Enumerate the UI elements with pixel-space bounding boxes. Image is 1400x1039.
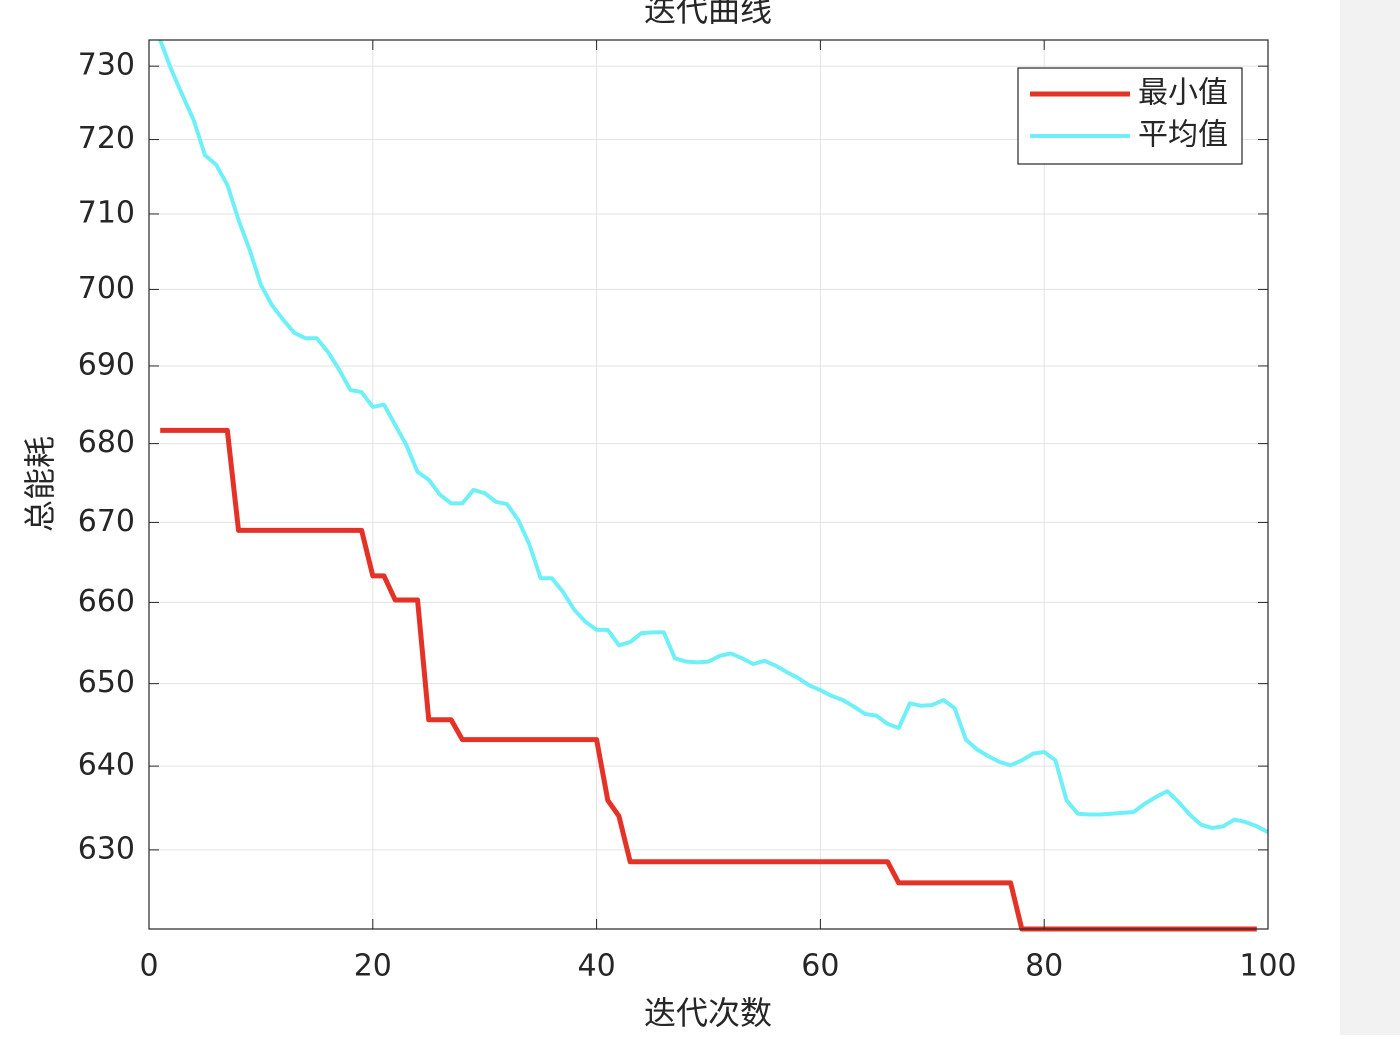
y-tick-label: 640 (78, 748, 135, 783)
y-tick-label: 690 (78, 347, 135, 382)
y-tick-label: 730 (78, 48, 135, 83)
chart-title: 迭代曲线 (644, 0, 772, 29)
x-tick-label: 60 (801, 949, 839, 984)
x-tick-label: 20 (354, 949, 392, 984)
y-tick-label: 680 (78, 425, 135, 460)
side-strip (1340, 0, 1400, 1035)
legend-box (1017, 67, 1243, 165)
x-tick-label: 0 (139, 949, 158, 984)
plot-area (149, 40, 1268, 929)
y-tick-label: 720 (78, 121, 135, 156)
y-tick-label: 630 (78, 831, 135, 866)
axes-box (148, 39, 1269, 930)
y-tick-label: 700 (78, 271, 135, 306)
series-line (158, 39, 1269, 834)
legend-label: 最小值 (1138, 76, 1228, 111)
x-tick-label: 40 (578, 949, 616, 984)
y-tick-label: 650 (78, 665, 135, 700)
y-tick-label: 670 (78, 504, 135, 539)
y-tick-label: 710 (78, 195, 135, 230)
x-tick-label: 80 (1025, 949, 1063, 984)
y-axis-label: 总能耗 (21, 436, 59, 532)
legend-label: 平均值 (1138, 118, 1228, 153)
y-tick-label: 660 (78, 584, 135, 619)
x-axis-label: 迭代次数 (644, 994, 772, 1032)
x-tick-label: 100 (1239, 949, 1296, 984)
